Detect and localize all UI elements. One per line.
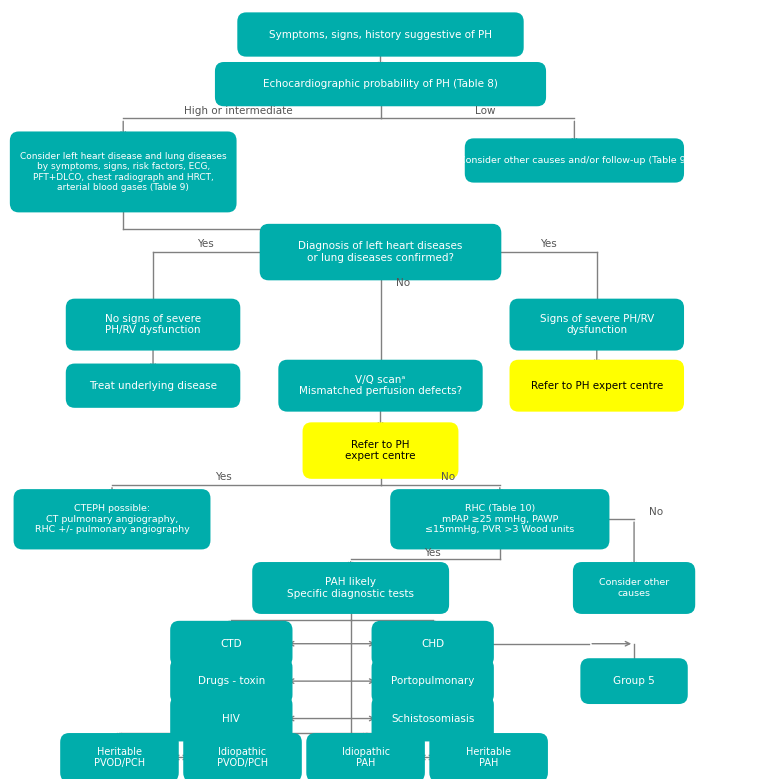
FancyBboxPatch shape bbox=[215, 62, 546, 106]
Text: Portopulmonary: Portopulmonary bbox=[391, 676, 474, 686]
FancyBboxPatch shape bbox=[510, 298, 684, 351]
Text: CTEPH possible:
CT pulmonary angiography,
RHC +/- pulmonary angiography: CTEPH possible: CT pulmonary angiography… bbox=[35, 504, 189, 534]
Text: No signs of severe
PH/RV dysfunction: No signs of severe PH/RV dysfunction bbox=[105, 314, 201, 336]
FancyBboxPatch shape bbox=[65, 298, 240, 351]
Text: CTD: CTD bbox=[221, 639, 242, 649]
FancyBboxPatch shape bbox=[170, 696, 292, 742]
Text: Yes: Yes bbox=[197, 239, 214, 249]
FancyBboxPatch shape bbox=[371, 658, 494, 704]
FancyBboxPatch shape bbox=[183, 733, 302, 779]
FancyBboxPatch shape bbox=[279, 360, 482, 411]
FancyBboxPatch shape bbox=[510, 360, 684, 411]
Text: No: No bbox=[396, 277, 410, 287]
Text: Consider left heart disease and lung diseases
by symptoms, signs, risk factors, : Consider left heart disease and lung dis… bbox=[20, 152, 227, 192]
FancyBboxPatch shape bbox=[371, 696, 494, 742]
FancyBboxPatch shape bbox=[465, 139, 684, 182]
Text: High or intermediate: High or intermediate bbox=[184, 106, 293, 116]
Text: V/Q scanᵃ
Mismatched perfusion defects?: V/Q scanᵃ Mismatched perfusion defects? bbox=[299, 375, 462, 397]
FancyBboxPatch shape bbox=[170, 658, 292, 704]
Text: Treat underlying disease: Treat underlying disease bbox=[89, 381, 217, 391]
Text: Heritable
PAH: Heritable PAH bbox=[466, 746, 511, 768]
Text: Yes: Yes bbox=[425, 548, 441, 558]
FancyBboxPatch shape bbox=[573, 562, 696, 614]
Text: Idiopathic
PVOD/PCH: Idiopathic PVOD/PCH bbox=[217, 746, 268, 768]
FancyBboxPatch shape bbox=[252, 562, 449, 614]
Text: RHC (Table 10)
mPAP ≥25 mmHg, PAWP
≤15mmHg, PVR >3 Wood units: RHC (Table 10) mPAP ≥25 mmHg, PAWP ≤15mm… bbox=[425, 504, 575, 534]
Text: Diagnosis of left heart diseases
or lung diseases confirmed?: Diagnosis of left heart diseases or lung… bbox=[298, 241, 463, 263]
Text: Yes: Yes bbox=[215, 472, 232, 482]
Text: Refer to PH expert centre: Refer to PH expert centre bbox=[530, 381, 663, 391]
Text: Refer to PH
expert centre: Refer to PH expert centre bbox=[345, 440, 416, 461]
FancyBboxPatch shape bbox=[429, 733, 548, 779]
Text: Drugs - toxin: Drugs - toxin bbox=[198, 676, 265, 686]
Text: Consider other
causes: Consider other causes bbox=[599, 578, 669, 597]
FancyBboxPatch shape bbox=[306, 733, 425, 779]
Text: Heritable
PVOD/PCH: Heritable PVOD/PCH bbox=[94, 746, 145, 768]
FancyBboxPatch shape bbox=[371, 621, 494, 667]
Text: PAH likely
Specific diagnostic tests: PAH likely Specific diagnostic tests bbox=[287, 577, 414, 599]
FancyBboxPatch shape bbox=[60, 733, 179, 779]
Text: No: No bbox=[441, 472, 454, 482]
Text: No: No bbox=[649, 506, 664, 516]
FancyBboxPatch shape bbox=[237, 12, 524, 57]
Text: CHD: CHD bbox=[421, 639, 444, 649]
FancyBboxPatch shape bbox=[390, 489, 610, 549]
FancyBboxPatch shape bbox=[581, 658, 688, 704]
Text: Schistosomiasis: Schistosomiasis bbox=[391, 714, 474, 724]
Text: Low: Low bbox=[475, 106, 495, 116]
FancyBboxPatch shape bbox=[65, 364, 240, 408]
FancyBboxPatch shape bbox=[14, 489, 211, 549]
Text: Echocardiographic probability of PH (Table 8): Echocardiographic probability of PH (Tab… bbox=[263, 79, 498, 89]
FancyBboxPatch shape bbox=[170, 621, 292, 667]
Text: HIV: HIV bbox=[222, 714, 240, 724]
FancyBboxPatch shape bbox=[260, 224, 501, 280]
Text: Idiopathic
PAH: Idiopathic PAH bbox=[342, 746, 390, 768]
Text: Signs of severe PH/RV
dysfunction: Signs of severe PH/RV dysfunction bbox=[540, 314, 654, 336]
FancyBboxPatch shape bbox=[10, 132, 237, 213]
Text: Group 5: Group 5 bbox=[613, 676, 655, 686]
Text: Symptoms, signs, history suggestive of PH: Symptoms, signs, history suggestive of P… bbox=[269, 30, 492, 40]
FancyBboxPatch shape bbox=[303, 422, 458, 479]
Text: Yes: Yes bbox=[540, 239, 557, 249]
Text: Consider other causes and/or follow-up (Table 9): Consider other causes and/or follow-up (… bbox=[459, 156, 689, 165]
